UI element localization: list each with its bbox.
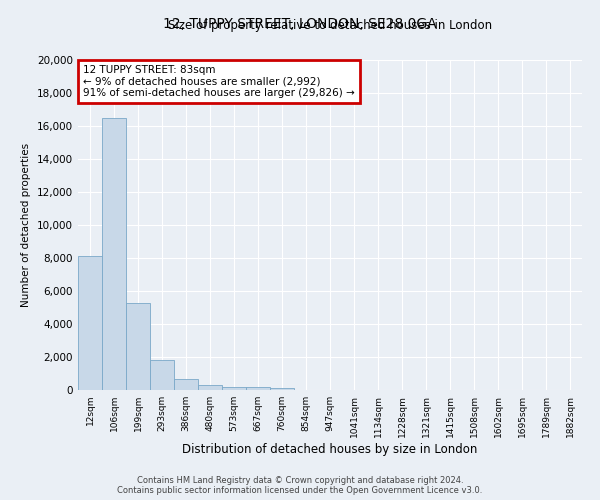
Bar [174, 380, 198, 390]
Title: Size of property relative to detached houses in London: Size of property relative to detached ho… [168, 20, 492, 32]
Bar [126, 302, 150, 390]
Y-axis label: Number of detached properties: Number of detached properties [22, 143, 31, 307]
Text: 12, TUPPY STREET, LONDON, SE28 0GA: 12, TUPPY STREET, LONDON, SE28 0GA [163, 18, 437, 32]
Text: 12 TUPPY STREET: 83sqm
← 9% of detached houses are smaller (2,992)
91% of semi-d: 12 TUPPY STREET: 83sqm ← 9% of detached … [83, 65, 355, 98]
Bar [246, 388, 270, 390]
Bar [78, 256, 102, 390]
Bar [222, 387, 246, 390]
X-axis label: Distribution of detached houses by size in London: Distribution of detached houses by size … [182, 442, 478, 456]
Bar [270, 388, 294, 390]
Bar [150, 360, 174, 390]
Bar [102, 118, 126, 390]
Bar [198, 385, 222, 390]
Text: Contains HM Land Registry data © Crown copyright and database right 2024.
Contai: Contains HM Land Registry data © Crown c… [118, 476, 482, 495]
